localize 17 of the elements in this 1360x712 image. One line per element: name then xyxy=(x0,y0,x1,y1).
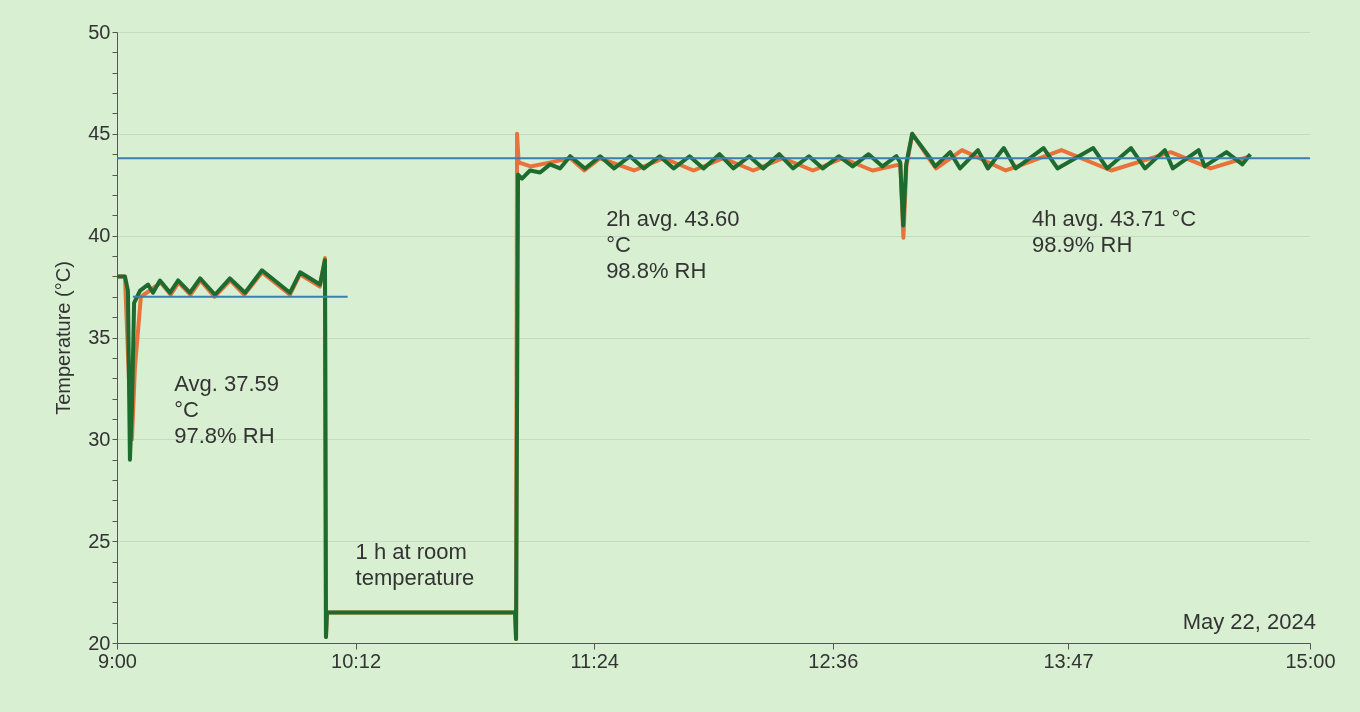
x-tick-label: 12:36 xyxy=(808,649,859,672)
y-axis-title: Temperature (°C) xyxy=(52,261,75,415)
y-tick-label: 40 xyxy=(88,224,111,247)
y-tick-label: 50 xyxy=(88,20,111,43)
annotation: May 22, 2024 xyxy=(1182,608,1316,634)
y-tick-label: 35 xyxy=(88,326,111,348)
y-tick-label: 30 xyxy=(88,427,111,450)
x-tick-label: 11:24 xyxy=(570,649,619,672)
x-tick-label: 10:12 xyxy=(331,649,382,672)
annotation: Avg. 37.59 °C 97.8% RH xyxy=(174,371,280,449)
annotation: 4h avg. 43.71 °C 98.9% RH xyxy=(1032,206,1197,258)
annotation: 1 h at room temperature xyxy=(355,539,475,591)
y-tick-label: 45 xyxy=(88,122,111,145)
x-tick-label: 15:00 xyxy=(1285,649,1336,672)
annotation: 2h avg. 43.60 °C 98.8% RH xyxy=(606,206,740,284)
y-tick-label: 25 xyxy=(88,529,111,552)
x-tick-label: 13:47 xyxy=(1043,649,1094,672)
